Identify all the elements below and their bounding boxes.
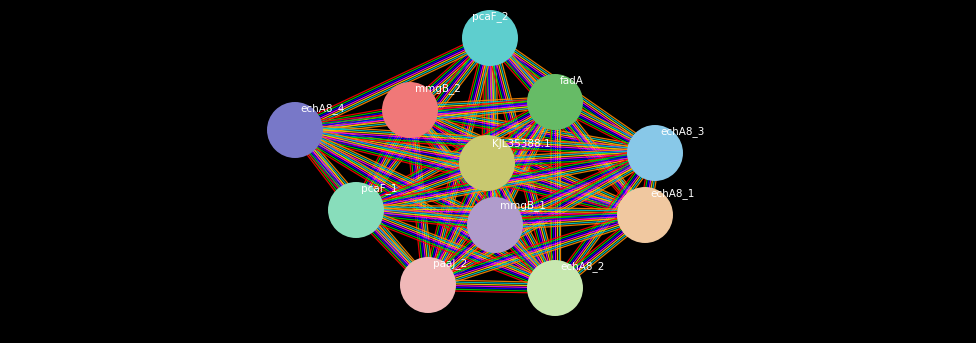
Circle shape [627, 125, 683, 181]
Text: paaJ_2: paaJ_2 [433, 258, 468, 269]
Circle shape [382, 82, 438, 138]
Circle shape [527, 260, 583, 316]
Text: KJL35388.1: KJL35388.1 [492, 139, 550, 149]
Circle shape [459, 135, 515, 191]
Text: mmgB_2: mmgB_2 [415, 83, 461, 94]
Text: pcaF_2: pcaF_2 [471, 11, 508, 22]
Text: fadA: fadA [560, 76, 584, 86]
Text: mmgB_1: mmgB_1 [500, 200, 546, 211]
Text: echA8_1: echA8_1 [650, 188, 694, 199]
Circle shape [267, 102, 323, 158]
Circle shape [462, 10, 518, 66]
Circle shape [328, 182, 384, 238]
Text: echA8_2: echA8_2 [560, 261, 604, 272]
Text: echA8_4: echA8_4 [300, 103, 345, 114]
Text: echA8_3: echA8_3 [660, 126, 705, 137]
Circle shape [527, 74, 583, 130]
Circle shape [617, 187, 673, 243]
Circle shape [467, 197, 523, 253]
Circle shape [400, 257, 456, 313]
Text: pcaF_1: pcaF_1 [361, 183, 397, 194]
